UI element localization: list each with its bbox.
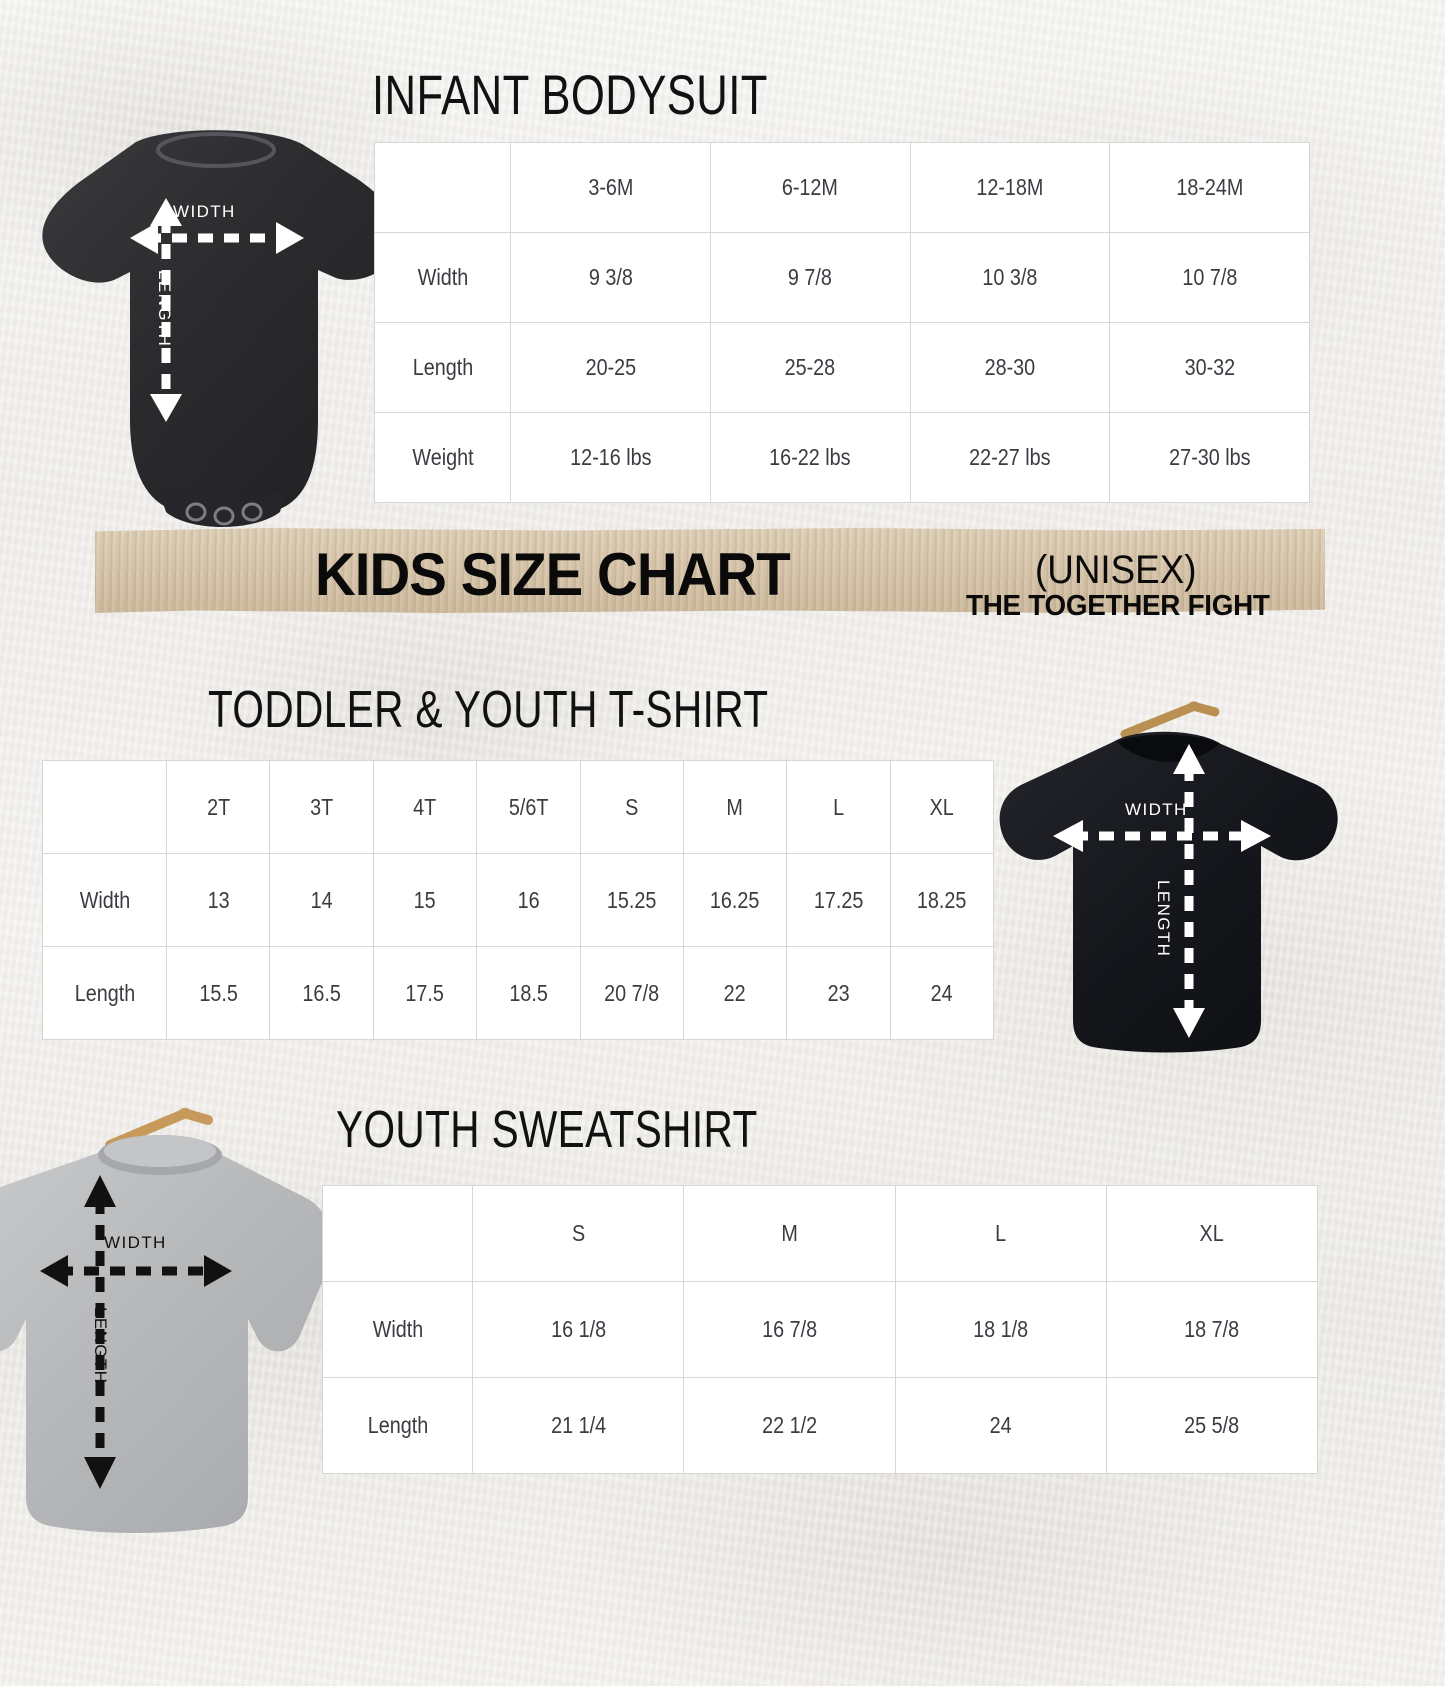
infant-row-label: Width <box>383 232 502 323</box>
sweatshirt-cell: 16 7/8 <box>698 1281 881 1378</box>
sweatshirt-cell: 25 5/8 <box>1120 1377 1304 1474</box>
sweatshirt-cell: 16 1/8 <box>486 1281 670 1378</box>
toddler-col-header: 4T <box>380 760 470 854</box>
section-title-sweatshirt: YOUTH SWEATSHIRT <box>336 1101 758 1159</box>
toddler-cell: 16.25 <box>690 853 780 947</box>
infant-bodysuit-image: WIDTH LENGTH <box>18 120 418 540</box>
toddler-tshirt-image: WIDTH LENGTH <box>985 690 1355 1090</box>
toddler-col-header: L <box>793 760 884 854</box>
infant-cell: 9 3/8 <box>524 232 697 323</box>
toddler-cell: 15.25 <box>586 853 677 947</box>
infant-size-table: 3-6M 6-12M 12-18M 18-24M Width 9 3/8 9 7… <box>374 142 1310 503</box>
banner-unisex-label: (UNISEX) <box>1035 548 1197 592</box>
toddler-col-header: 5/6T <box>483 760 574 854</box>
sweatshirt-corner-cell <box>332 1185 463 1282</box>
sweatshirt-width-label: WIDTH <box>104 1233 167 1252</box>
toddler-cell: 22 <box>690 946 780 1040</box>
toddler-cell: 17.5 <box>380 946 470 1040</box>
table-row: Width 9 3/8 9 7/8 10 3/8 10 7/8 <box>375 232 1310 323</box>
sweatshirt-length-label: LENGTH <box>91 1307 110 1385</box>
infant-length-label: LENGTH <box>155 270 174 348</box>
sweatshirt-cell: 22 1/2 <box>698 1377 881 1474</box>
infant-cell: 9 7/8 <box>723 232 897 323</box>
toddler-cell: 16.5 <box>276 946 367 1040</box>
toddler-row-label: Length <box>50 946 159 1040</box>
brand-name: THE TOGETHER FIGHT <box>966 590 1270 622</box>
infant-cell: 10 3/8 <box>923 232 1097 323</box>
infant-col-header: 6-12M <box>723 142 897 233</box>
table-row: 2T 3T 4T 5/6T S M L XL <box>43 760 994 854</box>
sweatshirt-row-label: Length <box>332 1377 463 1474</box>
infant-cell: 20-25 <box>524 322 697 413</box>
toddler-cell: 20 7/8 <box>586 946 677 1040</box>
infant-cell: 28-30 <box>923 322 1097 413</box>
table-row: Length 21 1/4 22 1/2 24 25 5/8 <box>323 1377 1318 1474</box>
infant-cell: 27-30 lbs <box>1123 412 1296 503</box>
sweatshirt-col-header: S <box>486 1185 670 1282</box>
table-row: Width 13 14 15 16 15.25 16.25 17.25 18.2… <box>43 853 994 947</box>
section-title-toddler: TODDLER & YOUTH T-SHIRT <box>208 681 769 739</box>
sweatshirt-cell: 24 <box>909 1377 1092 1474</box>
toddler-cell: 14 <box>276 853 367 947</box>
sweatshirt-size-table: S M L XL Width 16 1/8 16 7/8 18 1/8 18 7… <box>322 1185 1318 1474</box>
toddler-cell: 24 <box>896 946 987 1040</box>
infant-col-header: 18-24M <box>1123 142 1296 233</box>
infant-cell: 10 7/8 <box>1123 232 1296 323</box>
table-row: Weight 12-16 lbs 16-22 lbs 22-27 lbs 27-… <box>375 412 1310 503</box>
sweatshirt-row-label: Width <box>332 1281 463 1378</box>
banner-strip <box>95 528 1325 613</box>
table-row: 3-6M 6-12M 12-18M 18-24M <box>375 142 1310 233</box>
toddler-cell: 15.5 <box>173 946 264 1040</box>
sweatshirt-cell: 18 7/8 <box>1120 1281 1304 1378</box>
infant-col-header: 12-18M <box>923 142 1097 233</box>
sweatshirt-col-header: M <box>698 1185 881 1282</box>
toddler-size-table: 2T 3T 4T 5/6T S M L XL Width 13 14 15 16… <box>42 760 994 1040</box>
infant-col-header: 3-6M <box>524 142 697 233</box>
toddler-corner-cell <box>50 760 159 854</box>
toddler-col-header: 3T <box>276 760 367 854</box>
infant-corner-cell <box>383 142 502 233</box>
table-row: Length 20-25 25-28 28-30 30-32 <box>375 322 1310 413</box>
infant-row-label: Weight <box>383 412 502 503</box>
toddler-cell: 13 <box>173 853 264 947</box>
toddler-cell: 18.5 <box>483 946 574 1040</box>
infant-row-label: Length <box>383 322 502 413</box>
toddler-width-label: WIDTH <box>1125 800 1188 819</box>
page-title: KIDS SIZE CHART <box>315 541 791 608</box>
table-row: Width 16 1/8 16 7/8 18 1/8 18 7/8 <box>323 1281 1318 1378</box>
toddler-col-header: 2T <box>173 760 264 854</box>
infant-cell: 30-32 <box>1123 322 1296 413</box>
toddler-length-label: LENGTH <box>1154 880 1173 958</box>
sweatshirt-cell: 21 1/4 <box>486 1377 670 1474</box>
infant-cell: 12-16 lbs <box>524 412 697 503</box>
toddler-cell: 23 <box>793 946 884 1040</box>
infant-cell: 22-27 lbs <box>923 412 1097 503</box>
table-row: S M L XL <box>323 1185 1318 1282</box>
youth-sweatshirt-image: WIDTH LENGTH <box>0 1095 340 1575</box>
sweatshirt-col-header: XL <box>1120 1185 1304 1282</box>
infant-cell: 16-22 lbs <box>723 412 897 503</box>
sweatshirt-col-header: L <box>909 1185 1092 1282</box>
toddler-cell: 16 <box>483 853 574 947</box>
toddler-row-label: Width <box>50 853 159 947</box>
toddler-cell: 18.25 <box>896 853 987 947</box>
infant-width-label: WIDTH <box>173 202 236 221</box>
section-title-infant: INFANT BODYSUIT <box>372 63 768 126</box>
toddler-col-header: XL <box>896 760 987 854</box>
toddler-cell: 17.25 <box>793 853 884 947</box>
sweatshirt-cell: 18 1/8 <box>909 1281 1092 1378</box>
infant-cell: 25-28 <box>723 322 897 413</box>
toddler-col-header: M <box>690 760 780 854</box>
toddler-cell: 15 <box>380 853 470 947</box>
toddler-col-header: S <box>586 760 677 854</box>
table-row: Length 15.5 16.5 17.5 18.5 20 7/8 22 23 … <box>43 946 994 1040</box>
